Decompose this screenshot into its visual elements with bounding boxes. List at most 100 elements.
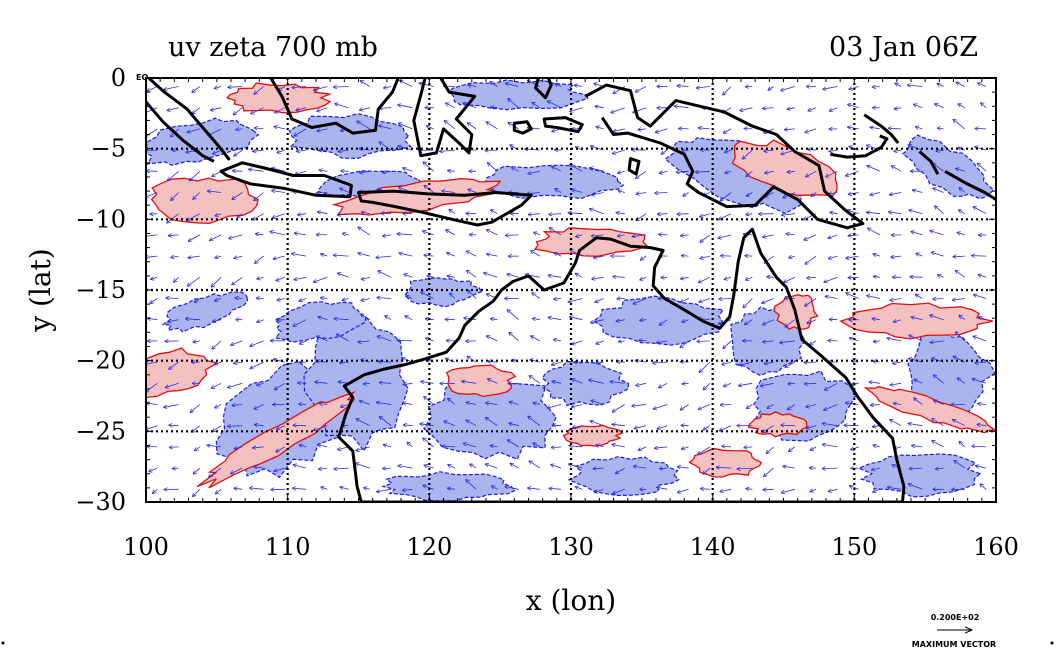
x-tick-label: 120 [406,533,452,561]
wind-vector [428,276,434,277]
wind-vector [398,105,413,109]
wind-vector [277,425,285,429]
wind-vector [914,398,923,405]
wind-vector [657,341,668,343]
wind-vector [767,277,774,278]
wind-vector [292,254,307,257]
wind-vector [782,488,795,492]
wind-vector [444,421,455,427]
coastline-new-ireland [863,113,900,144]
wind-vector [891,383,902,385]
wind-vector [421,382,434,384]
wind-vector [638,129,647,130]
wind-vector [316,193,328,194]
wind-vector [746,214,753,215]
wind-vector [379,362,392,363]
wind-vector [829,193,838,195]
wind-vector [850,486,859,490]
wind-vector [788,108,795,110]
wind-vector [595,106,604,108]
wind-vector [254,467,264,468]
x-tick-label: 130 [548,533,594,561]
wind-vector [640,277,647,280]
y-axis-label: y (lat) [24,248,57,332]
wind-vector [591,319,604,323]
negative-vorticity-region [907,331,996,418]
wind-vector [216,488,222,493]
wind-vector [848,210,859,215]
wind-vector [317,129,328,131]
wind-vector [314,425,328,431]
wind-vector [616,467,626,473]
wind-vector [807,425,817,429]
wind-vector [829,255,838,259]
wind-vector [957,83,965,87]
coastline-halmahera [534,78,553,100]
wind-vector [894,403,902,404]
coastline-sumatra-west [146,101,215,163]
wind-vector [528,170,540,173]
x-axis-ticks: 100 110 120 130 140 150 160 [123,533,1019,561]
wind-vector [936,468,944,469]
wind-vector [445,121,456,130]
wind-vector [852,361,859,362]
wind-vector [764,150,774,151]
wind-vector [449,210,456,215]
wind-vector [787,171,795,172]
wind-vector [508,310,519,320]
wind-vector [786,234,795,235]
wind-vector [595,488,604,492]
wind-vector [979,317,987,321]
wind-vector [255,128,264,129]
wind-vector [146,192,158,198]
wind-vector [780,341,795,343]
wind-vector [256,234,264,235]
wind-vector [653,362,668,363]
wind-vector [404,274,413,278]
coastlines [146,78,996,502]
wind-vector [894,150,902,151]
wind-vector [891,256,902,257]
wind-vector [959,210,966,215]
wind-vector [873,488,880,492]
wind-vector [277,150,285,153]
wind-vector [805,128,817,133]
wind-vector [403,489,413,490]
wind-vector [399,123,413,130]
wind-vector [250,361,264,368]
wind-vector [554,299,562,300]
wind-vector [554,340,562,341]
wind-vector [189,234,200,241]
wind-vector [682,320,689,322]
wind-vector [488,379,498,384]
wind-vector [317,336,328,342]
wind-vector [379,126,392,130]
y-axis-ticks: 0 −5 −10 −15 −20 −25 −30 [75,64,126,516]
wind-vector [215,256,222,258]
positive-vorticity-region [445,364,517,398]
wind-vector [272,168,285,172]
wind-vector [361,314,371,321]
reference-vector-caption: MAXIMUM VECTOR [912,640,996,649]
wind-vector [446,359,455,363]
wind-vector [930,315,944,321]
wind-vector-field [146,80,987,496]
wind-vector [360,107,370,110]
wind-vector [378,336,392,342]
wind-vector [407,442,413,448]
wind-vector [612,424,625,425]
wind-vector [614,128,625,132]
wind-vector [590,209,604,215]
wind-vector [974,295,987,299]
wind-vector [215,299,222,301]
wind-vector [592,192,604,196]
wind-vector [446,103,455,109]
wind-vector [618,171,625,173]
wind-vector [761,382,774,386]
wind-vector [383,171,392,172]
wind-vector [683,192,689,197]
wind-vector [639,446,647,450]
wind-vector [235,298,243,299]
wind-vector [725,277,732,279]
wind-vector [763,319,774,325]
